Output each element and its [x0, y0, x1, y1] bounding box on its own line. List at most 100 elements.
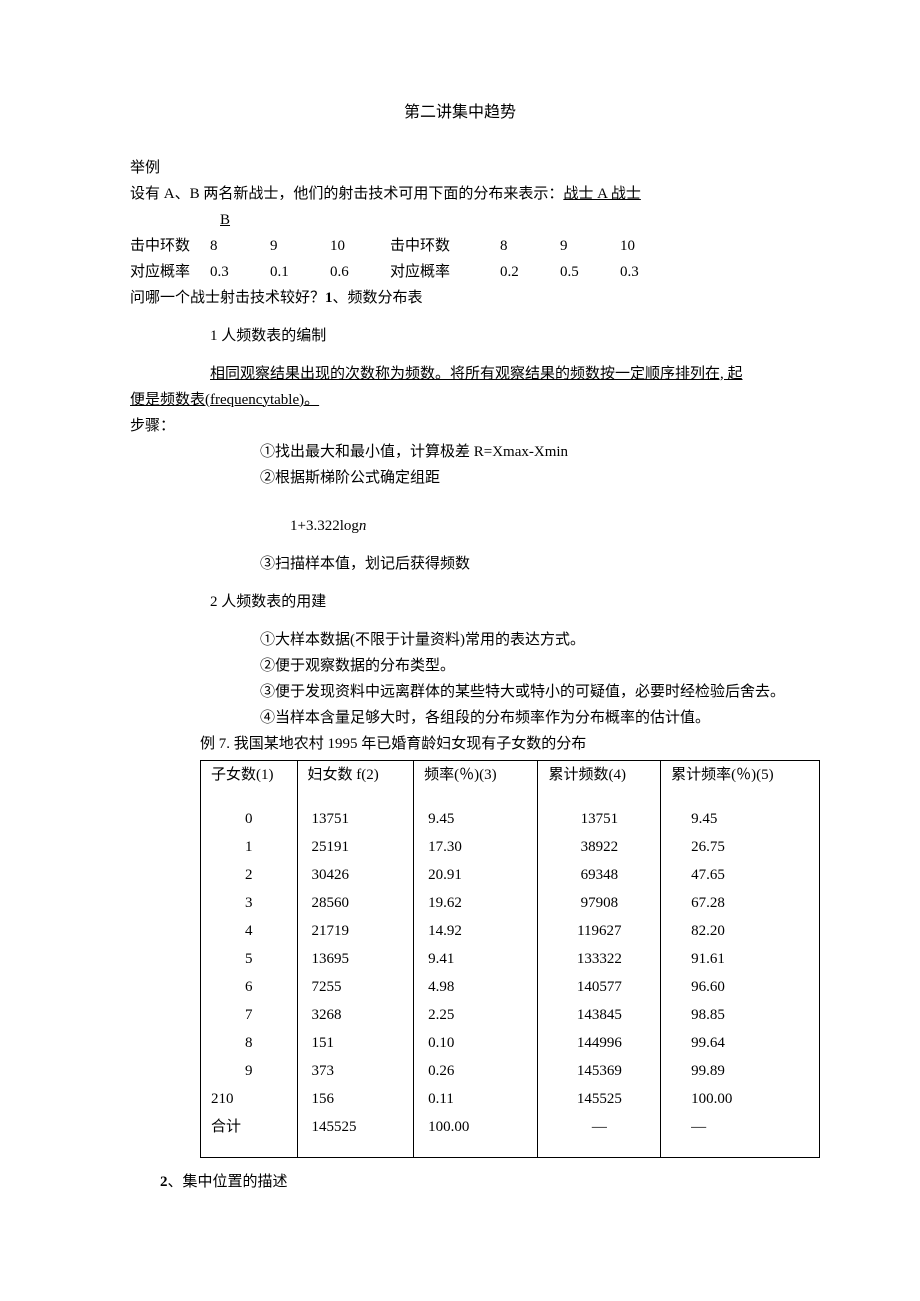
section-1-num: 1: [325, 290, 333, 306]
table-cell: 25191: [297, 833, 414, 861]
soldier-a-label: 战士 A 战士: [563, 186, 641, 202]
table-cell: 7: [201, 1001, 298, 1029]
hits-a-1: 9: [270, 234, 330, 258]
table-cell: 17.30: [414, 833, 538, 861]
table-cell: 47.65: [661, 861, 820, 889]
table-row: 672554.9814057796.60: [201, 973, 820, 1001]
prob-row: 对应概率 0.3 0.1 0.6 对应概率 0.2 0.5 0.3: [100, 260, 820, 284]
table-cell: 133322: [538, 945, 661, 973]
section-2-num: 2: [160, 1174, 168, 1190]
table-cell: 13751: [538, 805, 661, 833]
hits-label-b: 击中环数: [390, 234, 500, 258]
table-cell: 合计: [201, 1113, 298, 1158]
use-1: ①大样本数据(不限于计量资料)常用的表达方式。: [100, 628, 820, 652]
table-row: 81510.1014499699.64: [201, 1029, 820, 1057]
table-cell: 145525: [297, 1113, 414, 1158]
table-cell: 26.75: [661, 833, 820, 861]
table-cell: 20.91: [414, 861, 538, 889]
use-4: ④当样本含量足够大时，各组段的分布频率作为分布概率的估计值。: [100, 706, 820, 730]
page-title: 第二讲集中趋势: [100, 100, 820, 126]
soldier-b-label: B: [220, 212, 230, 228]
table-cell: 28560: [297, 889, 414, 917]
prob-a-1: 0.1: [270, 260, 330, 284]
hits-b-0: 8: [500, 234, 560, 258]
table-cell: 0.11: [414, 1085, 538, 1113]
frequency-table: 子女数(1) 妇女数 f(2) 频率(％)(3) 累计频数(4) 累计频率(％)…: [200, 760, 820, 1158]
col-cumfreq: 累计频率(％)(5): [661, 760, 820, 805]
table-cell: 373: [297, 1057, 414, 1085]
table-row: 0137519.45137519.45: [201, 805, 820, 833]
prob-label-b: 对应概率: [390, 260, 500, 284]
table-row: 合计145525100.00——: [201, 1113, 820, 1158]
freq-def-line2: 便是频数表(frequencytable)。: [100, 388, 820, 412]
question-text: 问哪一个战士射击技术较好？: [130, 290, 325, 306]
col-children: 子女数(1): [201, 760, 298, 805]
table-cell: 96.60: [661, 973, 820, 1001]
prob-b-1: 0.5: [560, 260, 620, 284]
table-cell: 9.41: [414, 945, 538, 973]
step-3: ③扫描样本值，划记后获得频数: [100, 552, 820, 576]
section-2-text: 、集中位置的描述: [168, 1174, 288, 1190]
table-cell: 13695: [297, 945, 414, 973]
table-cell: 0: [201, 805, 298, 833]
table-header-row: 子女数(1) 妇女数 f(2) 频率(％)(3) 累计频数(4) 累计频率(％)…: [201, 760, 820, 805]
prob-label-a: 对应概率: [130, 260, 210, 284]
table-cell: 99.89: [661, 1057, 820, 1085]
table-cell: 7255: [297, 973, 414, 1001]
table-cell: 13751: [297, 805, 414, 833]
table-cell: —: [538, 1113, 661, 1158]
table-cell: 144996: [538, 1029, 661, 1057]
table-cell: 38922: [538, 833, 661, 861]
subsection-1-heading: 1 人频数表的编制: [100, 324, 820, 348]
table-cell: 30426: [297, 861, 414, 889]
hits-a-0: 8: [210, 234, 270, 258]
intro-text: 设有 A、B 两名新战士，他们的射击技术可用下面的分布来表示：: [130, 186, 563, 202]
hits-a-2: 10: [330, 234, 390, 258]
table-row: 732682.2514384598.85: [201, 1001, 820, 1029]
use-2: ②便于观察数据的分布类型。: [100, 654, 820, 678]
step-1: ①找出最大和最小值，计算极差 R=Xmax-Xmin: [100, 440, 820, 464]
table-cell: 8: [201, 1029, 298, 1057]
table-cell: 145369: [538, 1057, 661, 1085]
table-cell: 0.26: [414, 1057, 538, 1085]
sturges-formula: 1+3.322logn: [100, 514, 820, 538]
table-cell: 119627: [538, 917, 661, 945]
col-women: 妇女数 f(2): [297, 760, 414, 805]
intro-example-label: 举例: [100, 156, 820, 180]
table-cell: 91.61: [661, 945, 820, 973]
table-cell: 3: [201, 889, 298, 917]
table-row: 42171914.9211962782.20: [201, 917, 820, 945]
table-cell: 4.98: [414, 973, 538, 1001]
table-row: 2101560.11145525100.00: [201, 1085, 820, 1113]
table-cell: 151: [297, 1029, 414, 1057]
hits-label-a: 击中环数: [130, 234, 210, 258]
table-cell: 2.25: [414, 1001, 538, 1029]
table-cell: 5: [201, 945, 298, 973]
table-row: 32856019.629790867.28: [201, 889, 820, 917]
table-row: 12519117.303892226.75: [201, 833, 820, 861]
question-line: 问哪一个战士射击技术较好？1、频数分布表: [100, 286, 820, 310]
freq-def-line1: 相同观察结果出现的次数称为频数。将所有观察结果的频数按一定顺序排列在, 起: [100, 362, 820, 386]
table-cell: 143845: [538, 1001, 661, 1029]
hits-row: 击中环数 8 9 10 击中环数 8 9 10: [100, 234, 820, 258]
intro-sentence: 设有 A、B 两名新战士，他们的射击技术可用下面的分布来表示：战士 A 战士: [100, 182, 820, 206]
table-cell: 6: [201, 973, 298, 1001]
table-cell: 9: [201, 1057, 298, 1085]
use-3: ③便于发现资料中远离群体的某些特大或特小的可疑值，必要时经检验后舍去。: [100, 680, 820, 704]
table-cell: 97908: [538, 889, 661, 917]
prob-b-0: 0.2: [500, 260, 560, 284]
table-cell: 0.10: [414, 1029, 538, 1057]
prob-b-2: 0.3: [620, 260, 680, 284]
table-cell: 67.28: [661, 889, 820, 917]
table-cell: 100.00: [414, 1113, 538, 1158]
table-cell: —: [661, 1113, 820, 1158]
col-cumcount: 累计频数(4): [538, 760, 661, 805]
table-cell: 210: [201, 1085, 298, 1113]
table-cell: 4: [201, 917, 298, 945]
table-cell: 9.45: [661, 805, 820, 833]
table-cell: 98.85: [661, 1001, 820, 1029]
table-cell: 140577: [538, 973, 661, 1001]
table-cell: 19.62: [414, 889, 538, 917]
subsection-2-heading: 2 人频数表的用建: [100, 590, 820, 614]
table-row: 93730.2614536999.89: [201, 1057, 820, 1085]
